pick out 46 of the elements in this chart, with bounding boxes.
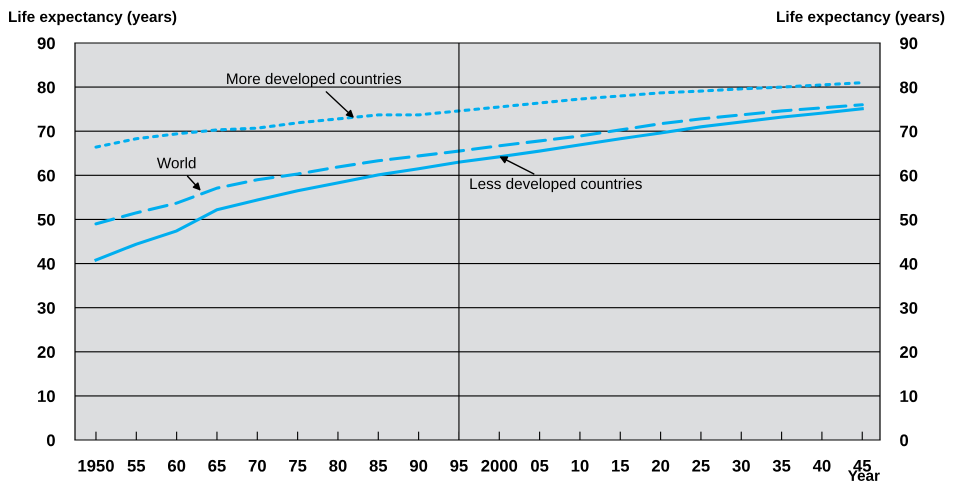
y2-tick-label: 10 xyxy=(900,390,918,402)
y2-tick-label: 0 xyxy=(900,434,908,446)
y-tick-label: 70 xyxy=(38,126,55,138)
x-tick-label: 70 xyxy=(248,460,266,472)
x-tick-label: 1950 xyxy=(78,460,114,472)
y2-axis-title: Life expectancy (years) xyxy=(777,10,944,26)
x-tick-label: 05 xyxy=(531,460,548,472)
y2-tick-label: 50 xyxy=(900,214,918,226)
x-tick-label: 95 xyxy=(450,460,468,472)
y-tick-label: 30 xyxy=(37,302,55,314)
y-axis-title: Life expectancy (years) xyxy=(9,10,176,26)
y2-tick-label: 70 xyxy=(900,126,918,138)
x-tick-label: 25 xyxy=(692,460,710,472)
y-tick-label: 0 xyxy=(46,434,55,446)
y2-tick-label: 90 xyxy=(900,37,918,50)
y-tick-label: 80 xyxy=(38,82,55,94)
x-tick-label: 35 xyxy=(772,460,790,472)
annotation: World xyxy=(156,157,196,168)
x-tick-label: 75 xyxy=(289,460,306,472)
annotation: Less developed countries xyxy=(470,178,642,192)
x-tick-label: 10 xyxy=(572,460,589,472)
x-tick-label: 65 xyxy=(208,460,226,472)
y2-tick-label: 40 xyxy=(900,258,918,270)
y2-tick-label: 80 xyxy=(900,82,918,94)
x-tick-label: 60 xyxy=(168,460,186,472)
x-tick-label: 90 xyxy=(410,460,428,472)
x-tick-label: 2000 xyxy=(481,460,518,472)
y-tick-label: 40 xyxy=(37,258,55,270)
y-tick-label: 90 xyxy=(38,37,55,50)
x-tick-label: 45 xyxy=(853,460,872,472)
x-axis-title: Year xyxy=(848,470,880,481)
x-tick-label: 80 xyxy=(329,460,347,472)
y-tick-label: 50 xyxy=(38,214,55,226)
x-tick-label: 15 xyxy=(612,460,630,472)
y-tick-label: 60 xyxy=(38,170,55,182)
annotation: More developed countries xyxy=(227,72,402,88)
x-tick-label: 55 xyxy=(128,460,146,472)
x-tick-label: 85 xyxy=(370,460,388,472)
y2-tick-label: 20 xyxy=(900,346,918,358)
x-tick-label: 20 xyxy=(652,460,670,472)
x-tick-label: 30 xyxy=(732,460,750,472)
y-tick-label: 20 xyxy=(38,346,55,358)
x-tick-label: 40 xyxy=(812,460,831,472)
y-tick-label: 10 xyxy=(38,390,55,402)
y2-tick-label: 60 xyxy=(900,170,918,182)
y2-tick-label: 30 xyxy=(900,302,918,314)
